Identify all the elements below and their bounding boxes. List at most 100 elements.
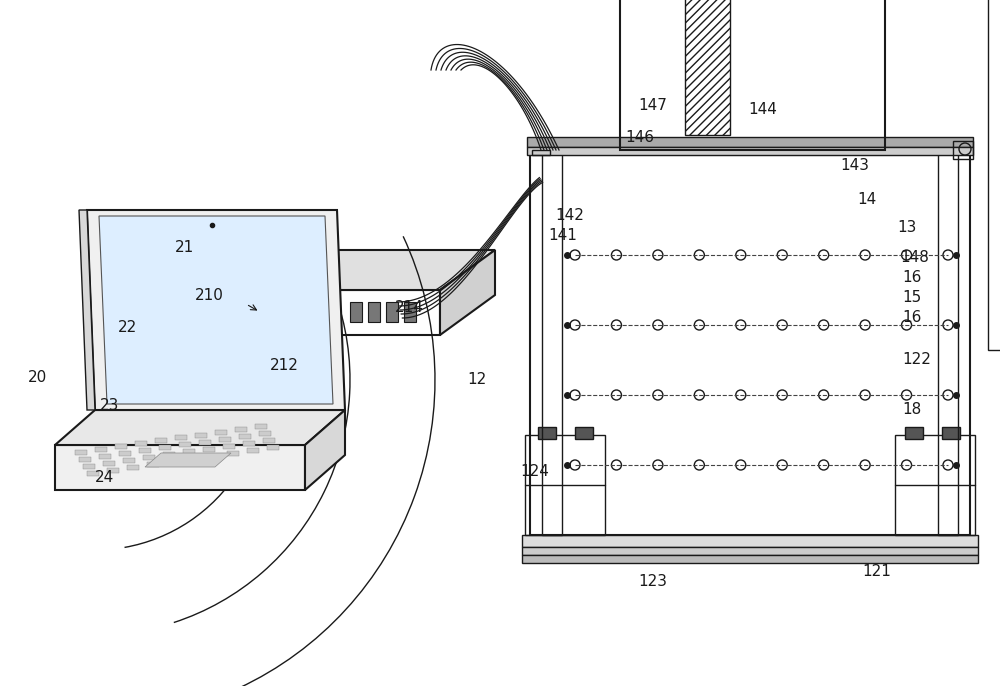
Bar bbox=[895, 435, 975, 535]
Bar bbox=[99, 454, 111, 459]
Bar bbox=[542, 147, 562, 535]
Bar bbox=[263, 438, 275, 442]
Bar bbox=[368, 302, 380, 322]
Bar bbox=[243, 440, 255, 446]
Text: 14: 14 bbox=[857, 193, 876, 207]
Bar bbox=[227, 451, 239, 456]
Bar bbox=[525, 435, 605, 535]
Bar bbox=[143, 456, 155, 460]
Bar bbox=[175, 436, 187, 440]
Bar bbox=[522, 535, 978, 547]
Text: 16: 16 bbox=[902, 311, 921, 325]
Text: 144: 144 bbox=[748, 102, 777, 117]
Text: 123: 123 bbox=[638, 574, 667, 589]
Bar bbox=[538, 427, 556, 439]
Text: 148: 148 bbox=[900, 250, 929, 265]
Bar bbox=[119, 451, 131, 456]
Text: 12: 12 bbox=[467, 372, 486, 388]
Bar bbox=[685, 0, 730, 135]
Bar bbox=[988, 0, 1000, 350]
Polygon shape bbox=[55, 445, 305, 490]
Polygon shape bbox=[305, 410, 345, 490]
Polygon shape bbox=[55, 410, 345, 445]
Bar bbox=[242, 300, 264, 318]
Text: 16: 16 bbox=[902, 270, 921, 285]
Text: 214: 214 bbox=[395, 300, 424, 316]
Bar bbox=[79, 457, 91, 462]
Bar bbox=[530, 155, 970, 535]
Text: 22: 22 bbox=[118, 320, 137, 335]
Bar bbox=[135, 441, 147, 447]
Text: 13: 13 bbox=[897, 220, 916, 235]
Bar bbox=[159, 445, 171, 450]
Bar bbox=[938, 147, 958, 535]
Text: 147: 147 bbox=[638, 97, 667, 113]
Bar bbox=[123, 458, 135, 463]
Bar bbox=[386, 302, 398, 322]
Text: 15: 15 bbox=[902, 290, 921, 305]
Bar bbox=[107, 468, 119, 473]
Bar bbox=[139, 448, 151, 453]
Bar bbox=[404, 302, 416, 322]
Polygon shape bbox=[79, 210, 95, 410]
Polygon shape bbox=[99, 216, 333, 404]
Bar bbox=[179, 442, 191, 447]
Bar bbox=[215, 429, 227, 435]
Bar bbox=[203, 447, 215, 451]
Bar bbox=[532, 150, 550, 155]
Bar bbox=[147, 462, 159, 467]
Bar bbox=[953, 141, 973, 159]
Bar bbox=[255, 424, 267, 429]
Polygon shape bbox=[230, 250, 495, 290]
Bar bbox=[527, 147, 973, 155]
Bar bbox=[199, 440, 211, 445]
Text: 141: 141 bbox=[548, 228, 577, 242]
Text: 20: 20 bbox=[28, 370, 47, 386]
Bar bbox=[267, 445, 279, 450]
Bar bbox=[187, 456, 199, 462]
Bar bbox=[207, 453, 219, 458]
Bar bbox=[183, 449, 195, 454]
Text: 24: 24 bbox=[95, 471, 114, 486]
Bar bbox=[620, 0, 885, 150]
Text: 146: 146 bbox=[625, 130, 654, 145]
Bar bbox=[83, 464, 95, 469]
Bar bbox=[155, 438, 167, 443]
Bar bbox=[905, 427, 923, 439]
Text: 124: 124 bbox=[520, 464, 549, 480]
Bar bbox=[167, 460, 179, 464]
Bar bbox=[127, 465, 139, 470]
Bar bbox=[522, 547, 978, 555]
Bar bbox=[223, 444, 235, 449]
Bar bbox=[103, 461, 115, 466]
Text: 18: 18 bbox=[902, 403, 921, 418]
Bar bbox=[575, 427, 593, 439]
Bar bbox=[230, 290, 440, 335]
Polygon shape bbox=[440, 250, 495, 335]
Bar bbox=[87, 471, 99, 476]
Bar bbox=[95, 447, 107, 452]
Bar bbox=[350, 302, 362, 322]
Bar bbox=[115, 444, 127, 449]
Polygon shape bbox=[87, 210, 345, 410]
Bar bbox=[195, 432, 207, 438]
Text: 23: 23 bbox=[100, 397, 119, 412]
Bar bbox=[522, 555, 978, 563]
Text: 121: 121 bbox=[862, 565, 891, 580]
Polygon shape bbox=[145, 453, 231, 467]
Text: 143: 143 bbox=[840, 158, 869, 172]
Text: 21: 21 bbox=[175, 241, 194, 255]
Bar bbox=[247, 448, 259, 453]
Text: 122: 122 bbox=[902, 353, 931, 368]
Text: 210: 210 bbox=[195, 287, 224, 303]
Bar bbox=[942, 427, 960, 439]
Bar bbox=[163, 452, 175, 458]
Bar bbox=[219, 436, 231, 442]
Text: 142: 142 bbox=[555, 207, 584, 222]
Text: 212: 212 bbox=[270, 357, 299, 372]
Bar bbox=[527, 137, 973, 147]
Bar bbox=[75, 450, 87, 455]
Bar bbox=[259, 431, 271, 436]
Bar bbox=[235, 427, 247, 431]
Bar bbox=[239, 434, 251, 438]
